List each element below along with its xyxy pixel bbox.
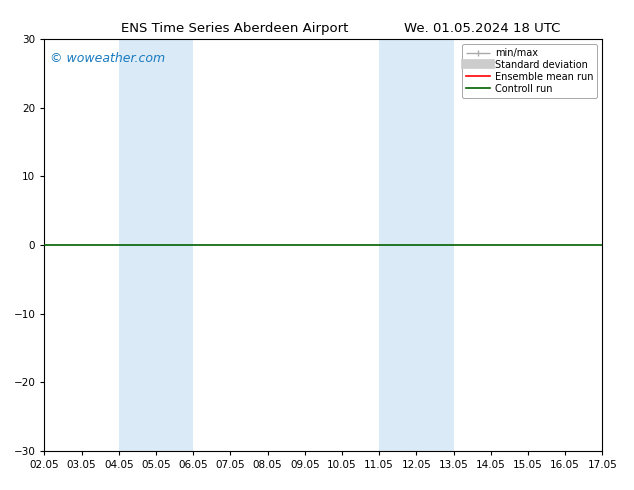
Text: ENS Time Series Aberdeen Airport: ENS Time Series Aberdeen Airport [121, 22, 348, 35]
Text: © woweather.com: © woweather.com [50, 51, 165, 65]
Text: We. 01.05.2024 18 UTC: We. 01.05.2024 18 UTC [404, 22, 560, 35]
Bar [379, 39, 453, 451]
Legend: min/max, Standard deviation, Ensemble mean run, Controll run: min/max, Standard deviation, Ensemble me… [462, 44, 597, 98]
Bar [119, 39, 193, 451]
